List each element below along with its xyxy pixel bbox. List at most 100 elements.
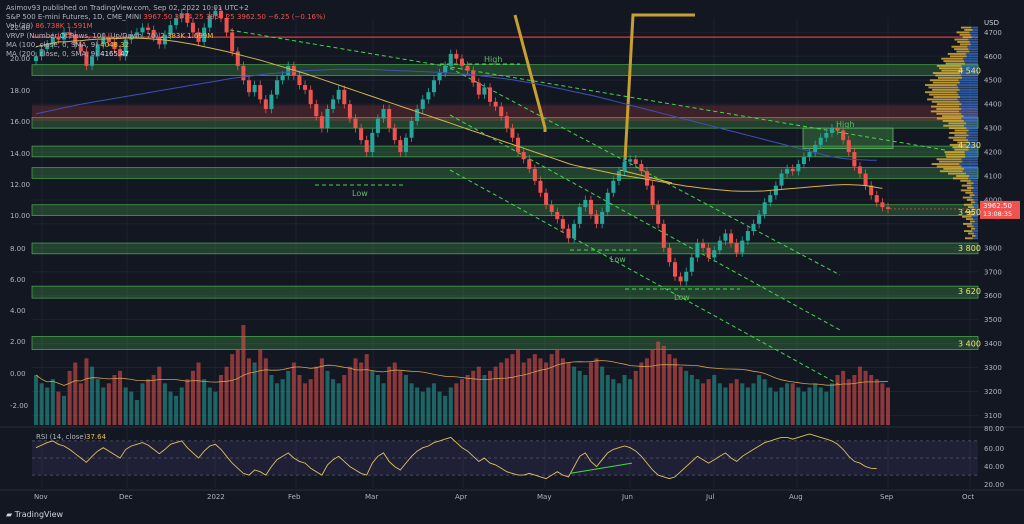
time-tick-label: Aug bbox=[789, 493, 803, 501]
candle-body bbox=[796, 164, 801, 172]
volume-bar bbox=[123, 387, 128, 425]
volume-bar bbox=[560, 358, 565, 425]
candle-body bbox=[336, 89, 341, 100]
candle-body bbox=[863, 173, 868, 186]
candle-body bbox=[588, 199, 593, 215]
volume-bar bbox=[218, 375, 223, 425]
profile-bar-down bbox=[968, 177, 978, 180]
profile-bar-down bbox=[974, 213, 978, 216]
volume-bar bbox=[409, 383, 414, 425]
volume-bar bbox=[857, 366, 862, 425]
profile-bar-down bbox=[971, 26, 978, 29]
volume-bar bbox=[213, 391, 218, 425]
profile-bar-down bbox=[968, 134, 978, 137]
left-tick-label: 22.00 bbox=[10, 24, 30, 32]
tradingview-logo[interactable]: ▰ TradingView bbox=[6, 510, 64, 519]
profile-bar-down bbox=[961, 117, 978, 120]
profile-bar-down bbox=[969, 40, 978, 43]
profile-bar-up bbox=[947, 172, 966, 175]
candle-body bbox=[331, 99, 336, 109]
candle-body bbox=[398, 140, 403, 153]
profile-bar-up bbox=[942, 119, 964, 122]
volume-bar bbox=[280, 379, 285, 425]
volume-bar bbox=[476, 366, 481, 425]
candle-body bbox=[62, 32, 67, 40]
level-label: 3 620 bbox=[958, 287, 981, 296]
symbol-line[interactable]: S&P 500 E-mini Futures, 1D, CME_MINI 396… bbox=[6, 13, 325, 22]
volume-bar bbox=[179, 387, 184, 425]
profile-bar-down bbox=[959, 110, 978, 113]
candle-body bbox=[230, 32, 235, 52]
profile-bar-up bbox=[939, 170, 963, 173]
profile-bar-up bbox=[960, 26, 972, 29]
profile-bar-down bbox=[970, 33, 978, 36]
profile-bar-down bbox=[961, 158, 978, 161]
level-label: 4 230 bbox=[958, 141, 981, 150]
profile-bar-up bbox=[965, 218, 974, 221]
volume-bar bbox=[319, 358, 324, 425]
profile-bar-up bbox=[929, 79, 959, 82]
left-tick-label: 14.00 bbox=[10, 150, 30, 158]
volume-bar bbox=[689, 375, 694, 425]
volume-bar bbox=[499, 362, 504, 425]
volume-bar bbox=[874, 379, 879, 425]
volume-bar bbox=[577, 370, 582, 425]
volume-bar bbox=[745, 387, 750, 425]
profile-bar-up bbox=[943, 124, 965, 127]
profile-bar-up bbox=[930, 110, 960, 113]
profile-bar-up bbox=[925, 84, 957, 86]
volume-bar bbox=[375, 375, 380, 425]
candle-body bbox=[560, 219, 565, 229]
candle-body bbox=[745, 231, 750, 241]
left-tick-label: 6.00 bbox=[10, 276, 26, 284]
profile-bar-down bbox=[973, 206, 978, 209]
candle-body bbox=[286, 65, 291, 76]
profile-bar-up bbox=[953, 177, 969, 180]
channel-mid bbox=[449, 114, 841, 331]
ma100-legend[interactable]: MA (100, close, 0, SMA, 9) 4048.32 bbox=[6, 40, 130, 49]
volume-bar bbox=[852, 375, 857, 425]
volume-bar bbox=[768, 387, 773, 425]
annotation-high: High bbox=[484, 55, 502, 64]
volume-bar bbox=[252, 362, 257, 425]
volume-legend[interactable]: Vol (20) 86.738K 1.591M bbox=[6, 22, 93, 31]
left-tick-label: 16.00 bbox=[10, 118, 30, 126]
volume-bar bbox=[835, 375, 840, 425]
candle-body bbox=[241, 65, 246, 81]
candle-body bbox=[190, 22, 195, 33]
vrvp-legend[interactable]: VRVP (Number Of Rows, 100, Up/Down, 70) … bbox=[6, 31, 214, 40]
profile-bar-up bbox=[966, 198, 974, 201]
profile-bar-up bbox=[936, 64, 962, 67]
volume-bar bbox=[829, 383, 834, 425]
profile-bar-down bbox=[966, 55, 978, 58]
volume-bar bbox=[880, 383, 885, 425]
time-tick-label: Jul bbox=[705, 493, 715, 501]
profile-bar-down bbox=[958, 93, 978, 96]
profile-bar-up bbox=[932, 88, 960, 91]
left-tick-label: 18.00 bbox=[10, 87, 30, 95]
ma200-legend[interactable]: MA (200, close, 0, SMA, 9) 4165.47 bbox=[6, 50, 130, 59]
profile-bar-down bbox=[961, 108, 978, 110]
ma200-line bbox=[35, 68, 877, 161]
candle-body bbox=[84, 51, 89, 66]
volume-bar bbox=[398, 370, 403, 425]
profile-bar-up bbox=[941, 57, 964, 60]
profile-bar-down bbox=[961, 103, 978, 106]
profile-bar-up bbox=[949, 131, 967, 134]
candle-body bbox=[129, 34, 134, 40]
volume-bar bbox=[684, 370, 689, 425]
volume-bar bbox=[39, 383, 44, 425]
rsi-line bbox=[35, 433, 877, 480]
volume-bar bbox=[459, 379, 465, 425]
candle-body bbox=[829, 128, 834, 133]
candle-body bbox=[841, 130, 846, 141]
volume-bar bbox=[723, 387, 728, 425]
profile-bar-down bbox=[965, 62, 978, 65]
volume-bar bbox=[263, 358, 268, 425]
candle-body bbox=[813, 144, 818, 153]
candle-body bbox=[572, 223, 577, 239]
profile-bar-down bbox=[973, 218, 978, 221]
volume-bar bbox=[325, 370, 330, 425]
candle-body bbox=[807, 152, 812, 157]
